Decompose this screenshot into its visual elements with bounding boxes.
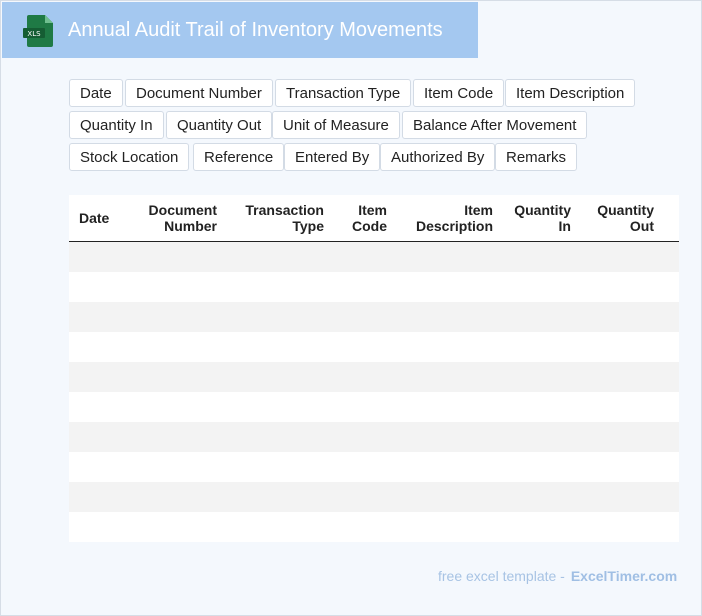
table-row — [69, 302, 679, 332]
footer-text: free excel template - — [438, 568, 565, 584]
column-header-transaction-type: Transaction Type — [245, 202, 324, 234]
footer-credit: free excel template - ExcelTimer.com — [438, 568, 677, 584]
field-chip-entered-by: Entered By — [284, 143, 381, 171]
table-row — [69, 452, 679, 482]
table-row — [69, 422, 679, 452]
header-divider — [69, 241, 679, 242]
table-row — [69, 362, 679, 392]
table-row — [69, 242, 679, 272]
field-chip-balance-after-movement: Balance After Movement — [402, 111, 588, 139]
field-chip-authorized-by: Authorized By — [380, 143, 496, 171]
column-header-item-code: Item Code — [352, 202, 387, 234]
column-header-date: Date — [79, 210, 110, 226]
table-row — [69, 482, 679, 512]
field-chip-quantity-in: Quantity In — [69, 111, 164, 139]
field-chip-document-number: Document Number — [125, 79, 273, 107]
field-chip-unit-of-measure: Unit of Measure — [272, 111, 400, 139]
table-row — [69, 392, 679, 422]
table-row — [69, 272, 679, 302]
field-chip-item-description: Item Description — [505, 79, 636, 107]
title-banner: XLS Annual Audit Trail of Inventory Move… — [2, 2, 478, 58]
xls-icon-label: XLS — [27, 30, 41, 38]
column-header-quantity-in: Quantity In — [514, 202, 571, 234]
field-chip-reference: Reference — [193, 143, 285, 171]
field-chip-date: Date — [69, 79, 123, 107]
table-row — [69, 512, 679, 542]
field-chip-remarks: Remarks — [495, 143, 578, 171]
data-table: Date Document Number Transaction Type Item… — [69, 195, 679, 542]
column-header-item-description: Item Description — [415, 202, 493, 234]
page-title: Annual Audit Trail of Inventory Movement… — [68, 19, 443, 41]
column-header-quantity-out: Quantity Out — [597, 202, 654, 234]
field-chip-stock-location: Stock Location — [69, 143, 190, 171]
field-chip-item-code: Item Code — [413, 79, 505, 107]
footer-brand-link[interactable]: ExcelTimer.com — [570, 568, 678, 584]
column-header-document-number: Document Number — [148, 202, 217, 234]
table-row — [69, 332, 679, 362]
xls-file-icon: XLS — [23, 15, 53, 47]
field-chip-quantity-out: Quantity Out — [166, 111, 273, 139]
field-chip-transaction-type: Transaction Type — [275, 79, 412, 107]
